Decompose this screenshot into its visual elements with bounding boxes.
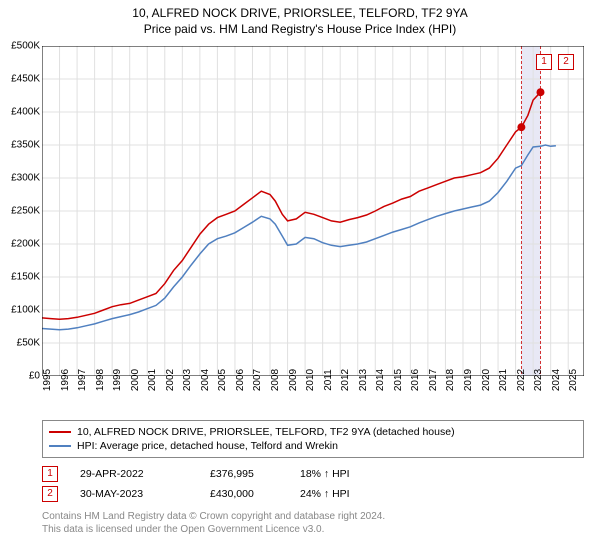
y-tick-label: £300K [11, 173, 40, 184]
x-tick-label: 2011 [323, 369, 334, 391]
x-tick-label: 2006 [235, 369, 246, 391]
footer-line: Contains HM Land Registry data © Crown c… [42, 510, 385, 523]
chart-subtitle: Price paid vs. HM Land Registry's House … [0, 22, 600, 38]
x-tick-label: 2017 [428, 369, 439, 391]
sale-diff: 18% ↑ HPI [300, 468, 400, 480]
x-tick-label: 2014 [375, 369, 386, 391]
legend: 10, ALFRED NOCK DRIVE, PRIORSLEE, TELFOR… [42, 420, 584, 458]
figure: 10, ALFRED NOCK DRIVE, PRIORSLEE, TELFOR… [0, 0, 600, 560]
y-tick-label: £200K [11, 239, 40, 250]
sales-row: 1 29-APR-2022 £376,995 18% ↑ HPI [42, 464, 400, 484]
x-tick-label: 2010 [305, 369, 316, 391]
sales-table: 1 29-APR-2022 £376,995 18% ↑ HPI 2 30-MA… [42, 464, 400, 504]
marker-label: 2 [558, 54, 574, 70]
y-tick-label: £500K [11, 41, 40, 52]
x-tick-label: 2013 [358, 369, 369, 391]
sale-marker: 1 [42, 466, 58, 482]
x-tick-label: 2007 [252, 369, 263, 391]
chart-svg [42, 46, 584, 376]
x-tick-label: 2004 [200, 369, 211, 391]
legend-label: HPI: Average price, detached house, Telf… [77, 440, 338, 452]
y-tick-label: £250K [11, 206, 40, 217]
x-tick-label: 2020 [481, 369, 492, 391]
x-tick-label: 2012 [340, 369, 351, 391]
sale-price: £430,000 [210, 488, 300, 500]
legend-item: 10, ALFRED NOCK DRIVE, PRIORSLEE, TELFOR… [49, 425, 577, 439]
x-tick-label: 2022 [516, 369, 527, 391]
legend-swatch [49, 445, 71, 447]
x-tick-label: 2009 [288, 369, 299, 391]
y-tick-label: £350K [11, 140, 40, 151]
x-tick-label: 2008 [270, 369, 281, 391]
x-tick-label: 1996 [60, 369, 71, 391]
x-tick-label: 1997 [77, 369, 88, 391]
y-tick-label: £50K [17, 338, 40, 349]
x-tick-label: 2019 [463, 369, 474, 391]
sales-row: 2 30-MAY-2023 £430,000 24% ↑ HPI [42, 484, 400, 504]
x-tick-label: 1998 [95, 369, 106, 391]
footer-line: This data is licensed under the Open Gov… [42, 523, 385, 536]
x-tick-label: 2023 [533, 369, 544, 391]
x-tick-label: 2001 [147, 369, 158, 391]
y-tick-label: £450K [11, 74, 40, 85]
footer: Contains HM Land Registry data © Crown c… [42, 510, 385, 536]
sale-date: 30-MAY-2023 [80, 488, 210, 500]
y-tick-label: £0 [29, 371, 40, 382]
y-tick-label: £150K [11, 272, 40, 283]
legend-label: 10, ALFRED NOCK DRIVE, PRIORSLEE, TELFOR… [77, 426, 455, 438]
sale-date: 29-APR-2022 [80, 468, 210, 480]
y-tick-label: £400K [11, 107, 40, 118]
x-tick-label: 2018 [445, 369, 456, 391]
x-tick-label: 2003 [182, 369, 193, 391]
sale-diff: 24% ↑ HPI [300, 488, 400, 500]
x-tick-label: 2005 [217, 369, 228, 391]
marker-label: 1 [536, 54, 552, 70]
sale-price: £376,995 [210, 468, 300, 480]
legend-item: HPI: Average price, detached house, Telf… [49, 439, 577, 453]
chart-title: 10, ALFRED NOCK DRIVE, PRIORSLEE, TELFOR… [0, 0, 600, 22]
legend-swatch [49, 431, 71, 433]
x-tick-label: 2021 [498, 369, 509, 391]
y-tick-label: £100K [11, 305, 40, 316]
x-tick-label: 2016 [410, 369, 421, 391]
x-tick-label: 2024 [551, 369, 562, 391]
x-tick-label: 2025 [568, 369, 579, 391]
x-tick-label: 2002 [165, 369, 176, 391]
x-tick-label: 1999 [112, 369, 123, 391]
x-tick-label: 1995 [42, 369, 53, 391]
x-tick-label: 2015 [393, 369, 404, 391]
x-tick-label: 2000 [130, 369, 141, 391]
sale-marker: 2 [42, 486, 58, 502]
chart-area: £0£50K£100K£150K£200K£250K£300K£350K£400… [42, 46, 584, 376]
